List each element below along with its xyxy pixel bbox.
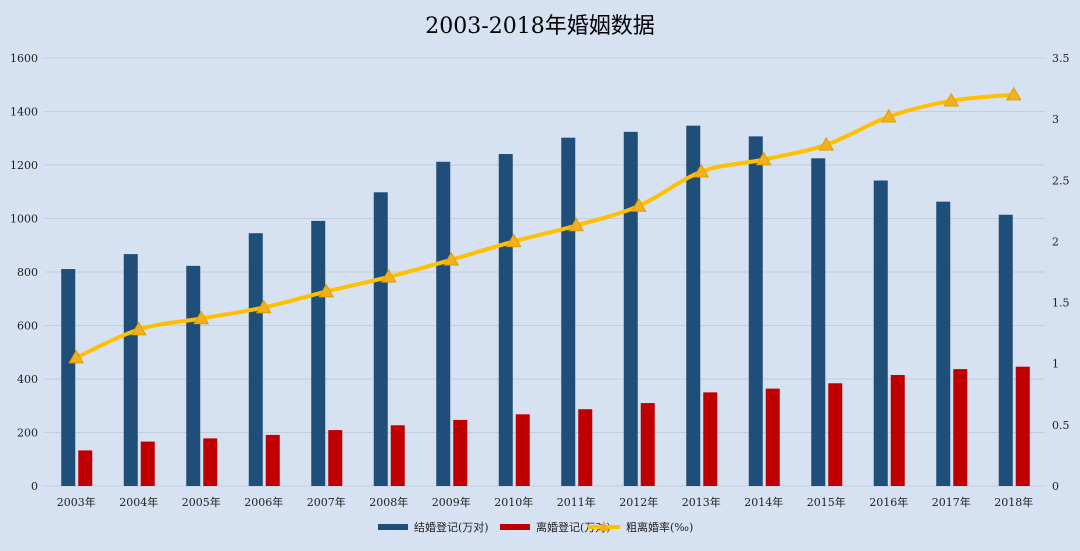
grid-lines [45, 57, 1045, 487]
x-tick-label: 2014年 [744, 495, 783, 509]
legend: 结婚登记(万对) 离婚登记(万对) 粗离婚率(‰) [378, 520, 693, 534]
bars [61, 125, 1030, 487]
right-tick-label: 0.5 [1052, 419, 1070, 432]
bar-divorce [390, 425, 405, 486]
right-axis-ticks: 0 0.5 1 1.5 2 2.5 3 3.5 [1052, 52, 1070, 493]
bar-divorce [890, 374, 905, 486]
line-point-triangle [380, 268, 397, 283]
right-tick-label: 1.5 [1052, 297, 1070, 310]
legend-label: 离婚登记(万对) [536, 520, 611, 534]
line-point-triangle [318, 283, 335, 298]
line-point-triangle [818, 136, 835, 151]
bar-divorce [1015, 366, 1030, 486]
line-point-triangle [443, 251, 460, 266]
right-tick-label: 3 [1052, 113, 1059, 126]
x-tick-label: 2015年 [807, 495, 846, 509]
x-tick-label: 2013年 [682, 495, 721, 509]
bar-marriage [561, 137, 576, 486]
bar-divorce [78, 450, 93, 486]
bar-divorce [640, 403, 655, 486]
line-point-triangle [755, 151, 772, 166]
bar-marriage [623, 131, 638, 486]
line-point-triangle [68, 349, 85, 364]
x-tick-label: 2017年 [932, 495, 971, 509]
chart-title: 2003-2018年婚姻数据 [425, 14, 654, 39]
x-tick-label: 2003年 [57, 495, 96, 509]
line-point-triangle [693, 163, 710, 178]
right-tick-label: 2 [1052, 235, 1059, 248]
left-axis-ticks: 0 200 400 600 800 1000 1200 1400 1600 [10, 52, 38, 493]
legend-label: 结婚登记(万对) [414, 520, 489, 534]
bar-marriage [436, 161, 451, 487]
bar-divorce [765, 388, 780, 486]
bar-marriage [373, 192, 388, 486]
bar-divorce [703, 392, 718, 486]
line-point-triangle [943, 92, 960, 107]
bar-divorce [453, 419, 468, 486]
x-tick-label: 2011年 [557, 495, 596, 509]
x-tick-label: 2004年 [119, 495, 158, 509]
left-tick-label: 1200 [10, 159, 38, 172]
line-point-triangle [130, 321, 147, 336]
divorce-rate-line [75, 92, 1014, 360]
left-tick-label: 1000 [10, 213, 38, 226]
bar-divorce [140, 441, 155, 486]
bar-marriage [998, 214, 1013, 486]
bar-marriage [936, 201, 951, 486]
legend-swatch [500, 524, 530, 530]
legend-label: 粗离婚率(‰) [626, 520, 693, 534]
left-tick-label: 1600 [10, 52, 38, 65]
legend-swatch [378, 524, 408, 530]
bar-divorce [578, 409, 593, 486]
x-tick-label: 2006年 [244, 495, 283, 509]
bar-divorce [515, 414, 530, 486]
bar-marriage [686, 125, 701, 487]
right-tick-label: 3.5 [1052, 52, 1070, 65]
x-axis-labels: 2003年 2004年 2005年 2006年 2007年 2008年 2009年 2010年… [57, 495, 1034, 509]
bar-divorce [328, 430, 343, 486]
bar-divorce [828, 383, 843, 486]
x-tick-label: 2008年 [369, 495, 408, 509]
bar-marriage [61, 269, 76, 486]
x-tick-label: 2005年 [182, 495, 221, 509]
left-tick-label: 200 [17, 427, 38, 440]
bar-marriage [311, 220, 326, 486]
left-tick-label: 800 [17, 266, 38, 279]
line-point-triangle [505, 233, 522, 248]
left-tick-label: 400 [17, 373, 38, 386]
bar-divorce [953, 369, 968, 486]
line-point-triangle [630, 197, 647, 212]
bar-marriage [873, 180, 888, 486]
bar-divorce [265, 434, 280, 486]
line-point-triangle [1005, 86, 1022, 101]
bar-marriage [248, 233, 263, 486]
x-tick-label: 2010年 [494, 495, 533, 509]
left-tick-label: 1400 [10, 106, 38, 119]
line-series [68, 86, 1022, 364]
bar-divorce [203, 438, 218, 486]
line-point-triangle [880, 108, 897, 123]
bar-marriage [498, 154, 513, 486]
x-tick-label: 2012年 [619, 495, 658, 509]
x-tick-label: 2016年 [869, 495, 908, 509]
line-point-triangle [255, 299, 272, 314]
bar-marriage [123, 254, 138, 486]
x-tick-label: 2018年 [994, 495, 1033, 509]
bar-marriage [811, 158, 826, 486]
bar-marriage [186, 265, 201, 486]
left-tick-label: 0 [31, 480, 38, 493]
line-point-triangle [568, 217, 585, 232]
x-tick-label: 2009年 [432, 495, 471, 509]
left-tick-label: 600 [17, 320, 38, 333]
right-tick-label: 2.5 [1052, 174, 1070, 187]
right-tick-label: 1 [1052, 358, 1059, 371]
line-point-triangle [193, 310, 210, 325]
bar-marriage [748, 136, 763, 486]
right-tick-label: 0 [1052, 480, 1059, 493]
x-tick-label: 2007年 [307, 495, 346, 509]
legend-marker-triangle [599, 521, 609, 531]
